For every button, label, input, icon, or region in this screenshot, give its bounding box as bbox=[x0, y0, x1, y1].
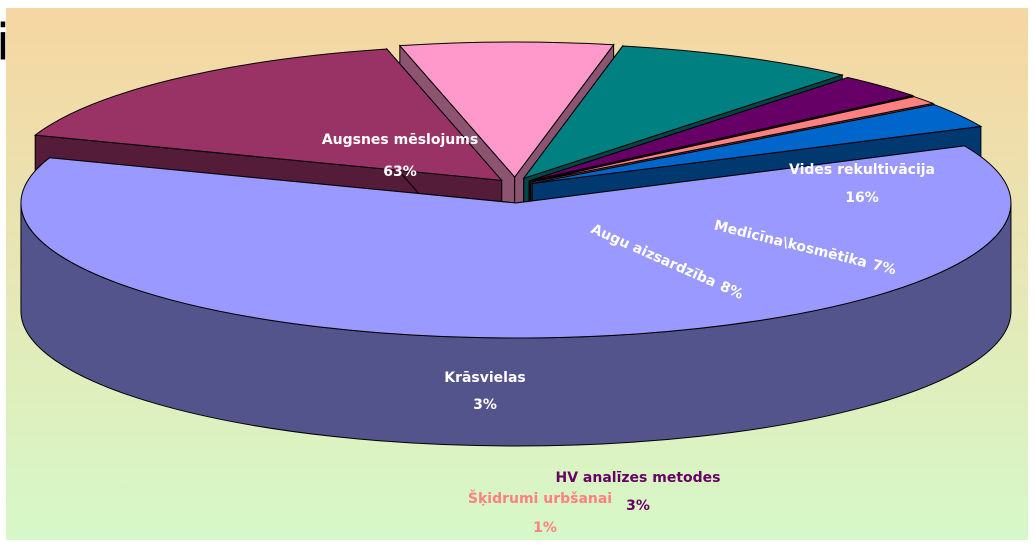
value-label: 7% bbox=[871, 257, 898, 278]
slice-top bbox=[33, 48, 503, 181]
category-label: Šķidrumi urbšanai bbox=[468, 489, 612, 507]
value-label: 63% bbox=[383, 164, 417, 180]
slice-top bbox=[20, 145, 1012, 339]
category-label: Augsnes mēslojums bbox=[322, 132, 478, 148]
category-label: Krāsvielas bbox=[444, 370, 526, 386]
pie bbox=[20, 41, 1012, 447]
value-label: 16% bbox=[845, 190, 879, 206]
category-label: HV analīzes metodes bbox=[556, 470, 721, 486]
chart-title: i bbox=[0, 14, 10, 72]
slice-top bbox=[529, 77, 915, 182]
slice-top bbox=[522, 45, 845, 180]
slice-top bbox=[398, 41, 615, 178]
value-label: 3% bbox=[626, 498, 650, 514]
value-label: 3% bbox=[473, 397, 497, 413]
slice bbox=[20, 145, 1012, 447]
slice-top bbox=[530, 96, 935, 183]
category-label: Vides rekultivācija bbox=[789, 162, 935, 178]
value-label: 1% bbox=[533, 520, 557, 536]
slice-top bbox=[532, 104, 983, 184]
